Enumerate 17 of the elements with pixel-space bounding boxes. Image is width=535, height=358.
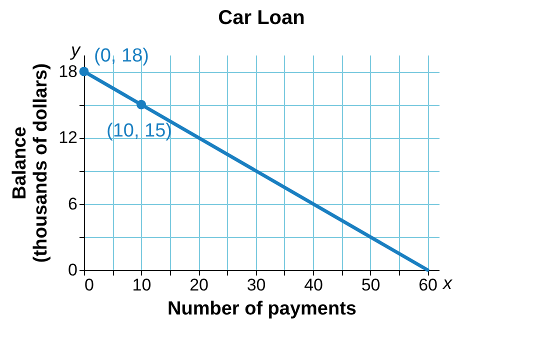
y-tick-label: 6 [68,194,78,214]
x-tick-label: 10 [132,276,152,294]
y-tick-label: 0 [68,260,78,280]
x-tick-label: 40 [304,276,323,294]
chart-title: Car Loan [218,7,305,29]
x-tick-label: 0 [84,276,94,294]
y-axis-title: Balance (thousands of dollars) [10,63,52,263]
x-axis-title: Number of payments [168,298,356,320]
x-tick-label: 60 [418,276,438,294]
text: y [69,40,81,60]
text: x [442,273,453,293]
x-tick-label: 20 [190,276,208,294]
x-tick-label: 50 [361,276,380,294]
x-tick-label: 30 [246,276,266,294]
annotation: (0, 18) [94,46,149,67]
y-tick-label: 12 [58,128,78,148]
y-tick-label: 18 [58,62,78,82]
